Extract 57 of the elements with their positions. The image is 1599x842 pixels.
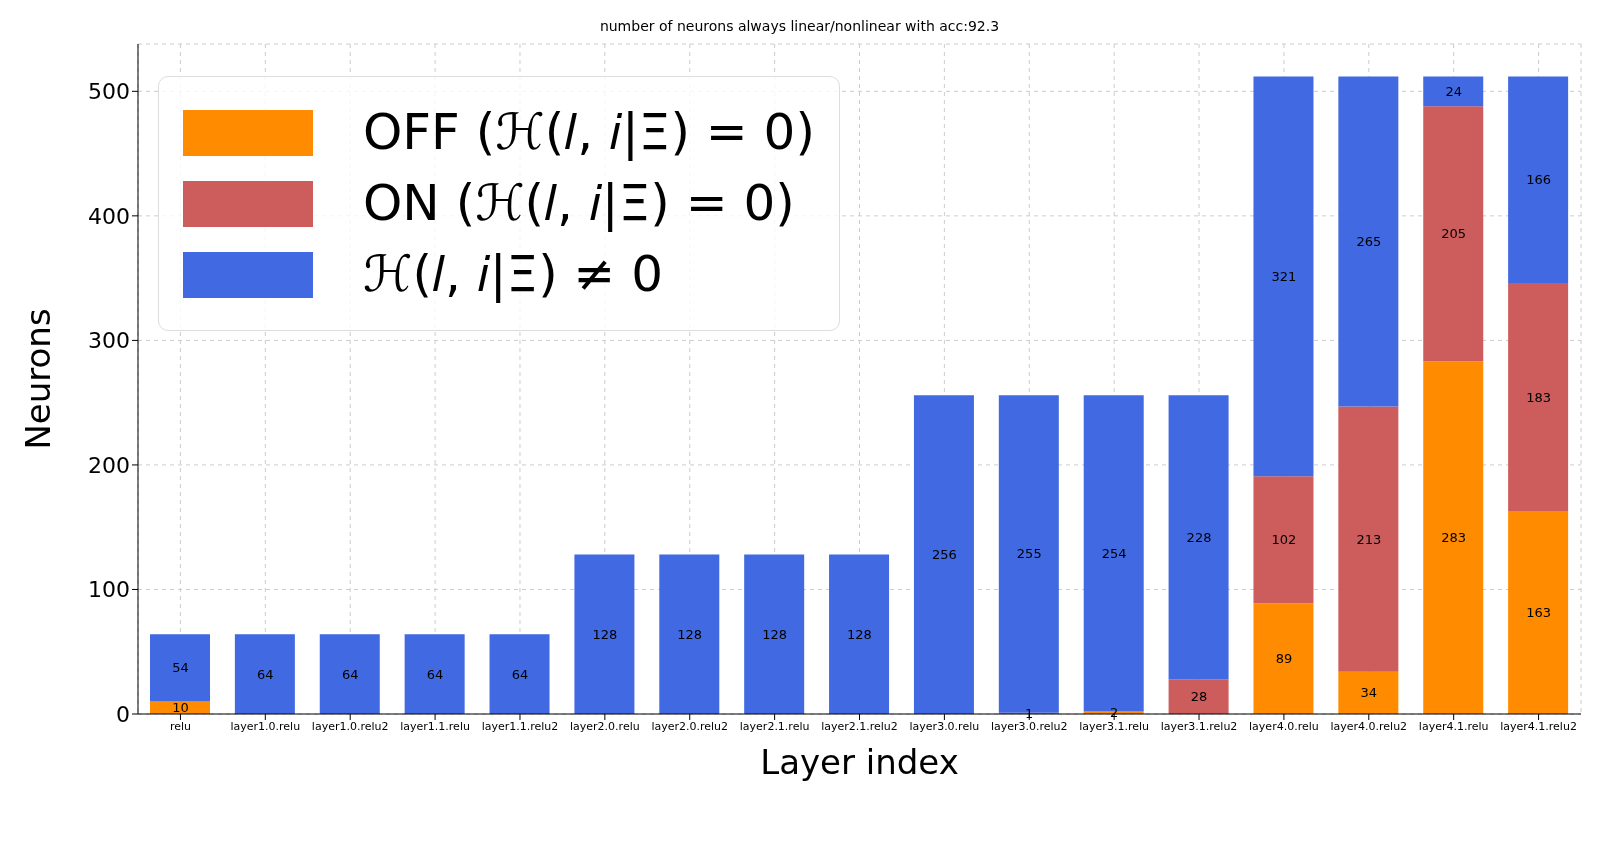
data-label: 265 [1356, 233, 1382, 249]
data-label: 205 [1441, 226, 1467, 242]
x-tick-label: layer1.1.relu2 [481, 719, 559, 733]
x-tick-label: layer4.0.relu [1249, 719, 1319, 733]
data-label: 213 [1356, 531, 1382, 547]
x-tick-label: layer4.1.relu [1418, 719, 1489, 733]
y-tick-label: 200 [88, 452, 130, 478]
data-label: 254 [1101, 545, 1127, 561]
data-label: 166 [1526, 172, 1551, 188]
data-label: 10 [172, 700, 189, 716]
data-label: 228 [1186, 529, 1212, 545]
x-tick-label: layer4.0.relu2 [1330, 719, 1408, 733]
x-tick-label: layer3.0.relu [909, 719, 980, 733]
x-tick-label: layer4.1.relu2 [1500, 719, 1577, 733]
data-label: 28 [1190, 689, 1208, 705]
y-tick-label: 0 [116, 701, 130, 727]
data-label: 128 [847, 626, 872, 642]
x-tick-label: layer1.0.relu2 [311, 719, 389, 733]
data-label: 24 [1445, 83, 1462, 99]
data-label: 256 [931, 547, 957, 563]
data-label: 64 [511, 666, 529, 682]
x-tick-label: layer3.0.relu2 [990, 719, 1068, 733]
data-label: 255 [1016, 546, 1042, 562]
data-label: 183 [1526, 389, 1551, 405]
x-tick-label: layer2.0.relu [570, 719, 640, 733]
x-tick-label: layer2.1.relu2 [821, 719, 898, 733]
data-label: 64 [426, 666, 444, 682]
x-axis-title: Layer index [760, 742, 959, 782]
legend-label: OFF (ℋ(𝑙, 𝑖|Ξ) = 0) [363, 103, 815, 162]
data-label: 64 [341, 666, 359, 682]
legend-label: ON (ℋ(𝑙, 𝑖|Ξ) = 0) [363, 174, 795, 233]
y-tick-label: 300 [88, 328, 130, 354]
data-label: 163 [1526, 605, 1551, 620]
data-label: 128 [762, 626, 788, 642]
x-tick-label: relu [169, 719, 191, 733]
x-tick-label: layer2.1.relu [739, 719, 810, 733]
x-tick-label: layer3.1.relu [1079, 719, 1149, 733]
data-label: 54 [172, 660, 189, 676]
legend-label: ℋ(𝑙, 𝑖|Ξ) ≠ 0 [363, 245, 664, 304]
y-tick-label: 400 [88, 203, 130, 229]
data-label: 128 [677, 626, 703, 642]
data-label: 102 [1271, 532, 1297, 548]
data-label: 34 [1360, 685, 1378, 701]
data-label: 64 [257, 666, 274, 682]
y-tick-label: 500 [88, 79, 130, 105]
data-label: 283 [1441, 530, 1467, 546]
x-tick-label: layer2.0.relu2 [651, 719, 729, 733]
y-axis-title: Neurons [18, 308, 59, 450]
chart-title: number of neurons always linear/nonlinear with acc:92.3 [598, 18, 1001, 34]
x-tick-label: layer1.1.relu [400, 719, 470, 733]
data-label: 89 [1275, 651, 1293, 667]
data-label: 2 [1110, 705, 1119, 721]
x-tick-label: layer3.1.relu2 [1160, 719, 1238, 733]
data-label: 128 [592, 626, 618, 642]
x-tick-label: layer1.0.relu [230, 719, 301, 733]
data-label: 321 [1271, 268, 1297, 284]
y-tick-label: 100 [88, 577, 130, 603]
